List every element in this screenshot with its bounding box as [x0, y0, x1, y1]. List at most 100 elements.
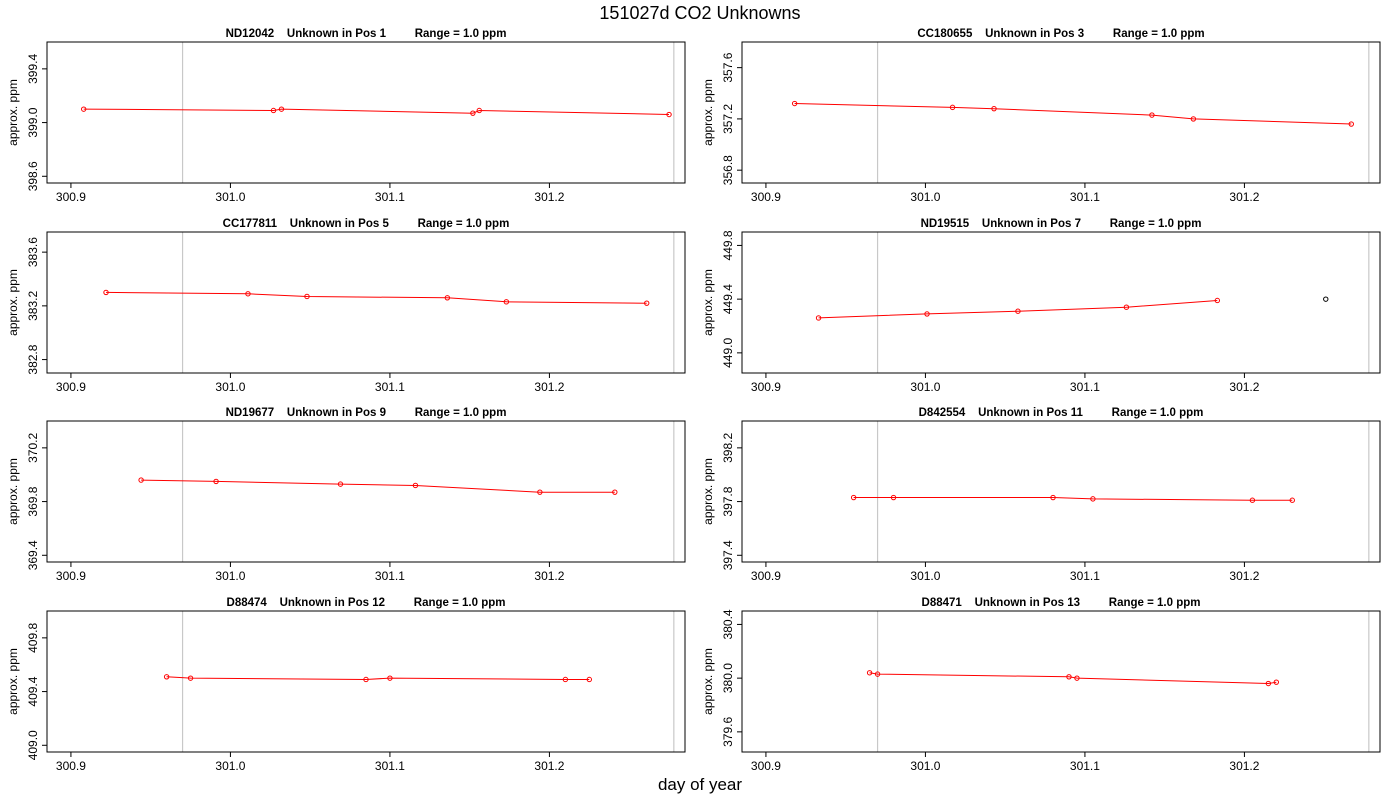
y-tick-label: 449.8: [721, 230, 735, 260]
data-point: [1015, 308, 1021, 314]
y-tick-label: 370.2: [26, 433, 40, 463]
y-tick-label: 449.0: [721, 338, 735, 368]
y-axis-label: approx. ppm: [701, 269, 715, 336]
data-point: [387, 675, 393, 681]
data-point: [612, 489, 618, 495]
y-tick-label: 409.0: [26, 730, 40, 760]
series-line: [83, 108, 670, 115]
panel-8: D88471 Unknown in Pos 13 Range = 1.0 ppm…: [701, 597, 1381, 773]
x-tick-label: 301.0: [215, 190, 245, 204]
x-tick-label: 301.1: [375, 569, 405, 583]
y-tick-label: 379.6: [721, 717, 735, 747]
data-point: [1149, 112, 1155, 118]
x-tick-label: 301.2: [1229, 380, 1259, 394]
series-line: [166, 676, 590, 681]
data-point: [1074, 675, 1080, 681]
data-point: [850, 494, 857, 501]
x-tick-label: 300.9: [56, 380, 86, 394]
data-point: [1050, 494, 1056, 501]
data-point: [890, 494, 897, 501]
data-point: [866, 670, 873, 676]
flagged-data-point: [1323, 296, 1329, 302]
plot-frame: [741, 41, 1381, 184]
panel-3: CC177811 Unknown in Pos 5 Range = 1.0 pp…: [6, 218, 686, 394]
panel-title: CC177811 Unknown in Pos 5 Range = 1.0 pp…: [223, 218, 510, 230]
y-axis-label: approx. ppm: [6, 458, 20, 525]
plot-frame: [741, 610, 1381, 753]
panel-2: CC180655 Unknown in Pos 3 Range = 1.0 pp…: [701, 28, 1381, 204]
data-point: [791, 100, 798, 107]
y-axis-label: approx. ppm: [701, 648, 715, 715]
series-line: [141, 479, 615, 493]
data-point: [412, 482, 419, 489]
y-tick-label: 357.2: [721, 104, 735, 134]
series-line: [853, 497, 1293, 501]
panel-title: CC180655 Unknown in Pos 3 Range = 1.0 pp…: [917, 28, 1204, 40]
x-tick-label: 301.0: [215, 759, 245, 773]
y-tick-label: 399.4: [26, 54, 40, 84]
data-point: [991, 105, 997, 112]
data-point: [187, 675, 194, 681]
data-point: [1066, 674, 1072, 680]
y-tick-label: 397.8: [721, 486, 735, 516]
x-tick-label: 301.1: [1070, 190, 1100, 204]
data-point: [1265, 680, 1272, 687]
x-tick-label: 301.0: [910, 569, 940, 583]
x-tick-label: 301.2: [1229, 759, 1259, 773]
series-line: [869, 672, 1277, 685]
data-point: [304, 293, 310, 300]
x-tick-label: 301.0: [215, 569, 245, 583]
y-tick-label: 383.6: [26, 237, 40, 267]
data-point: [503, 299, 510, 305]
data-point: [1123, 304, 1130, 310]
panel-1: ND12042 Unknown in Pos 1 Range = 1.0 ppm…: [6, 28, 686, 204]
x-axis-label: day of year: [657, 775, 743, 794]
data-point: [138, 477, 144, 483]
y-tick-label: 369.8: [26, 486, 40, 516]
x-tick-label: 301.1: [375, 759, 405, 773]
y-axis-label: approx. ppm: [701, 458, 715, 525]
data-point: [470, 110, 476, 116]
panel-title: D88474 Unknown in Pos 12 Range = 1.0 ppm: [227, 597, 506, 609]
data-point: [163, 674, 170, 680]
plot-frame: [46, 41, 686, 184]
data-point: [1214, 297, 1221, 304]
data-point: [1090, 496, 1096, 502]
panel-4: ND19515 Unknown in Pos 7 Range = 1.0 ppm…: [701, 218, 1381, 394]
y-tick-label: 409.8: [26, 623, 40, 653]
y-tick-label: 382.8: [26, 344, 40, 374]
y-tick-label: 449.4: [721, 284, 735, 314]
panel-title: D88471 Unknown in Pos 13 Range = 1.0 ppm: [922, 597, 1201, 609]
plot-frame: [46, 231, 686, 374]
x-tick-label: 301.1: [1070, 380, 1100, 394]
y-tick-label: 369.4: [26, 540, 40, 570]
x-tick-label: 301.1: [1070, 569, 1100, 583]
y-tick-label: 356.8: [721, 155, 735, 185]
x-tick-label: 301.0: [910, 759, 940, 773]
data-point: [1273, 679, 1280, 685]
data-point: [213, 478, 219, 485]
data-point: [924, 311, 930, 317]
plot-frame: [46, 420, 686, 563]
series-line: [818, 300, 1218, 319]
x-tick-label: 301.1: [1070, 759, 1100, 773]
y-tick-label: 398.6: [26, 161, 40, 191]
data-point: [270, 107, 277, 114]
panel-title: ND19515 Unknown in Pos 7 Range = 1.0 ppm: [921, 218, 1202, 230]
data-point: [103, 289, 109, 296]
x-tick-label: 300.9: [751, 569, 781, 583]
panel-title: ND19677 Unknown in Pos 9 Range = 1.0 ppm: [226, 407, 507, 419]
data-point: [444, 295, 451, 301]
x-tick-label: 301.2: [1229, 569, 1259, 583]
series-line: [105, 291, 647, 304]
x-tick-label: 301.2: [1229, 190, 1259, 204]
y-tick-label: 380.0: [721, 663, 735, 693]
series-line: [794, 103, 1352, 125]
panel-6: D842554 Unknown in Pos 11 Range = 1.0 pp…: [701, 407, 1381, 583]
panel-7: D88474 Unknown in Pos 12 Range = 1.0 ppm…: [6, 597, 686, 773]
panel-title: D842554 Unknown in Pos 11 Range = 1.0 pp…: [919, 407, 1204, 419]
page-title: 151027d CO2 Unknowns: [599, 3, 801, 23]
data-point: [1190, 116, 1197, 122]
x-tick-label: 301.1: [375, 380, 405, 394]
